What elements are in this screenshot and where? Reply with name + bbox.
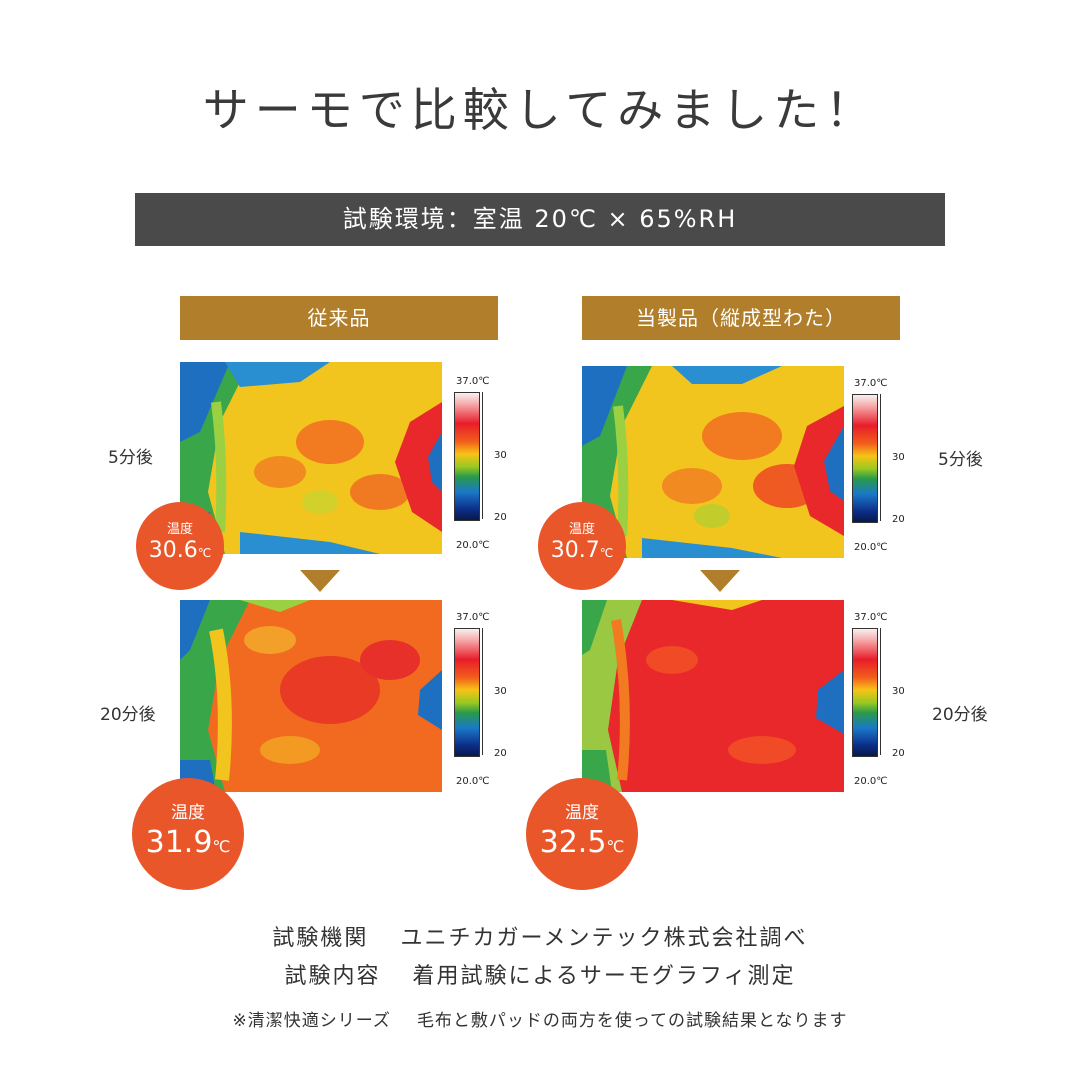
temperature-scale: 37.0℃ 30 20 20.0℃ [846, 612, 912, 787]
column-label-product: 当製品（縦成型わた） [582, 296, 900, 340]
info-org-value: ユニチカガーメンテック株式会社調べ [400, 926, 808, 951]
badge-value: 32.5 [539, 825, 607, 860]
time-label-20min-left: 20分後 [100, 705, 156, 725]
scale-min-label: 20.0℃ [456, 540, 490, 551]
scale-mid-label: 30 [494, 686, 507, 697]
temperature-badge-conventional-20min: 温度 31.9℃ [132, 778, 244, 890]
temperature-scale: 37.0℃ 30 20 20.0℃ [448, 612, 514, 787]
scale-ticks [880, 394, 887, 521]
badge-value: 31.9 [145, 825, 213, 860]
scale-min-label: 20.0℃ [456, 776, 490, 787]
scale-max-label: 37.0℃ [456, 612, 490, 623]
badge-value: 30.6 [148, 538, 198, 563]
scale-gradient [852, 628, 878, 757]
scale-mid-label: 30 [892, 452, 905, 463]
scale-gradient [852, 394, 878, 523]
badge-value-line: 32.5℃ [526, 825, 638, 860]
scale-ticks [880, 628, 887, 755]
scale-min-label: 20.0℃ [854, 542, 888, 553]
scale-ticks [482, 392, 489, 519]
badge-unit: ℃ [599, 546, 614, 560]
column-label-conventional: 従来品 [180, 296, 498, 340]
info-org-label: 試験機関 [272, 926, 369, 951]
scale-low-label: 20 [892, 514, 905, 525]
thermo-image-conventional-20min [180, 600, 442, 792]
badge-unit: ℃ [606, 837, 625, 856]
time-label-5min-right: 5分後 [938, 450, 983, 470]
scale-low-label: 20 [892, 748, 905, 759]
scale-mid-label: 30 [892, 686, 905, 697]
scale-max-label: 37.0℃ [854, 612, 888, 623]
page-title: サーモで比較してみました！ [202, 83, 878, 137]
environment-banner: 試験環境：室温 20℃ × 65%RH [135, 193, 945, 246]
badge-heading: 温度 [166, 522, 193, 537]
footnote: ※清潔快適シリーズ 毛布と敷パッドの両方を使っての試験結果となります [0, 1006, 1080, 1031]
scale-low-label: 20 [494, 748, 507, 759]
time-label-20min-right: 20分後 [932, 705, 988, 725]
temperature-badge-product-20min: 温度 32.5℃ [526, 778, 638, 890]
scale-max-label: 37.0℃ [456, 376, 490, 387]
scale-ticks [482, 628, 489, 755]
badge-unit: ℃ [212, 837, 231, 856]
down-arrow-icon [300, 570, 340, 592]
time-label-5min-left: 5分後 [108, 448, 153, 468]
temperature-badge-conventional-5min: 温度 30.6℃ [136, 502, 224, 590]
badge-heading: 温度 [565, 803, 599, 823]
thermo-image-product-5min [582, 366, 844, 558]
down-arrow-icon [700, 570, 740, 592]
badge-value-line: 30.6℃ [136, 538, 224, 563]
badge-heading: 温度 [171, 803, 205, 823]
info-content-value: 着用試験によるサーモグラフィ測定 [412, 964, 796, 989]
footnote-series: ※清潔快適シリーズ [232, 1011, 391, 1031]
thermo-image-conventional-5min [180, 362, 442, 554]
info-line-content: 試験内容 着用試験によるサーモグラフィ測定 [0, 958, 1080, 990]
scale-mid-label: 30 [494, 450, 507, 461]
footnote-text: 毛布と敷パッドの両方を使っての試験結果となります [416, 1011, 848, 1031]
scale-gradient [454, 392, 480, 521]
scale-low-label: 20 [494, 512, 507, 523]
badge-value: 30.7 [550, 538, 600, 563]
temperature-scale: 37.0℃ 30 20 20.0℃ [846, 378, 912, 553]
info-content-label: 試験内容 [284, 964, 381, 989]
temperature-scale: 37.0℃ 30 20 20.0℃ [448, 376, 514, 551]
badge-heading: 温度 [568, 522, 595, 537]
badge-unit: ℃ [197, 546, 212, 560]
scale-min-label: 20.0℃ [854, 776, 888, 787]
scale-max-label: 37.0℃ [854, 378, 888, 389]
badge-value-line: 31.9℃ [132, 825, 244, 860]
info-line-organization: 試験機関 ユニチカガーメンテック株式会社調べ [0, 920, 1080, 952]
thermo-image-product-20min [582, 600, 844, 792]
scale-gradient [454, 628, 480, 757]
badge-value-line: 30.7℃ [538, 538, 626, 563]
temperature-badge-product-5min: 温度 30.7℃ [538, 502, 626, 590]
